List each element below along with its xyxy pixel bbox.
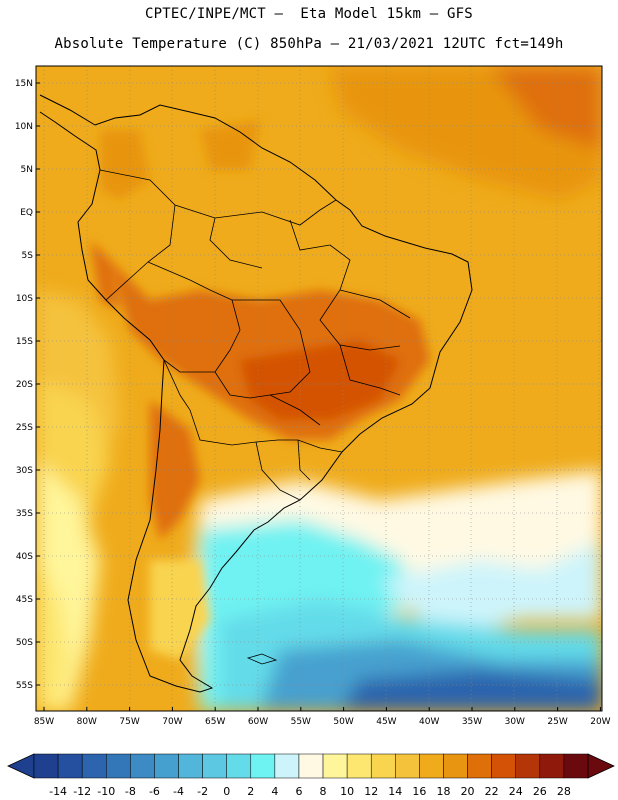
colorbar-swatch xyxy=(467,753,492,779)
lat-tick-label: 25S xyxy=(16,423,33,433)
lon-tick-label: 60W xyxy=(248,717,268,727)
lon-tick-label: 40W xyxy=(419,717,439,727)
colorbar-label: -10 xyxy=(97,785,115,798)
colorbar-swatch xyxy=(250,753,276,779)
coastline xyxy=(39,94,473,693)
lon-tick-label: 70W xyxy=(162,717,182,727)
colorbar-label: -12 xyxy=(73,785,91,798)
lat-tick-label: 30S xyxy=(16,466,33,476)
lon-tick-label: 80W xyxy=(77,717,97,727)
lon-tick-label: 20W xyxy=(590,717,610,727)
colorbar-swatch xyxy=(57,753,83,779)
colorbar-label: 24 xyxy=(509,785,523,798)
colorbar: -14 -12 -10 -8 -6 -4 -2 0 2 4 6 8 10 12 14 16 18 20 22 24 26… xyxy=(7,753,615,798)
colorbar-label: 14 xyxy=(388,785,402,798)
lat-tick-label: 40S xyxy=(16,552,33,562)
lat-tick-label: 35S xyxy=(16,509,33,519)
lon-tick-label: 65W xyxy=(205,717,225,727)
map-title: CPTEC/INPE/MCT – Eta Model 15km – GFS xyxy=(145,6,473,22)
latitude-axis: 15N 10N 5N EQ 5S 10S 15S 20S 25S 30S 35S 40S 45S 50S 5… xyxy=(15,79,40,691)
lat-tick-label: 10S xyxy=(16,294,33,304)
colorbar-label: 20 xyxy=(461,785,475,798)
colorbar-swatch xyxy=(515,753,541,779)
lon-tick-label: 45W xyxy=(376,717,396,727)
colorbar-label: -4 xyxy=(173,785,184,798)
colorbar-swatch xyxy=(81,753,107,779)
colorbar-label: -6 xyxy=(149,785,160,798)
colorbar-arrow-low xyxy=(7,753,35,779)
colorbar-arrow-high xyxy=(587,753,615,779)
lat-tick-label: 20S xyxy=(16,380,33,390)
lon-tick-label: 30W xyxy=(505,717,525,727)
colorbar-swatch xyxy=(106,753,131,779)
colorbar-swatch xyxy=(298,753,324,779)
lat-tick-label: 45S xyxy=(16,595,33,605)
colorbar-label: 2 xyxy=(247,785,254,798)
country-borders xyxy=(99,169,411,501)
colorbar-label: 8 xyxy=(320,785,327,798)
colorbar-swatch xyxy=(154,753,179,779)
lon-tick-label: 25W xyxy=(547,717,567,727)
lat-tick-label: 55S xyxy=(16,681,33,691)
colorbar-label: 0 xyxy=(223,785,230,798)
lon-tick-label: 75W xyxy=(119,717,139,727)
colorbar-swatch xyxy=(202,753,227,779)
lat-tick-label: 15N xyxy=(15,79,33,89)
colorbar-swatch xyxy=(33,753,59,779)
colorbar-swatch xyxy=(539,753,565,779)
colorbar-swatch xyxy=(346,753,372,779)
lat-tick-label: 15S xyxy=(16,337,33,347)
temperature-field xyxy=(36,66,602,711)
lon-tick-label: 55W xyxy=(291,717,311,727)
colorbar-swatch xyxy=(370,753,396,779)
colorbar-swatch xyxy=(563,753,589,779)
lon-tick-label: 85W xyxy=(34,717,54,727)
colorbar-swatch xyxy=(322,753,348,779)
map-frame xyxy=(35,65,603,712)
colorbar-label: -8 xyxy=(125,785,136,798)
colorbar-label: 6 xyxy=(295,785,302,798)
lon-tick-label: 50W xyxy=(333,717,353,727)
colorbar-label: 26 xyxy=(533,785,547,798)
colorbar-label: -14 xyxy=(49,785,67,798)
colorbar-swatch xyxy=(419,753,444,779)
colorbar-swatch xyxy=(443,753,468,779)
map-subtitle: Absolute Temperature (C) 850hPa – 21/03/… xyxy=(54,36,564,52)
colorbar-swatch xyxy=(178,753,203,779)
lat-tick-label: EQ xyxy=(20,208,33,218)
colorbar-label: 4 xyxy=(271,785,278,798)
colorbar-swatch xyxy=(491,753,516,779)
lat-tick-label: 10N xyxy=(15,122,33,132)
colorbar-label: 28 xyxy=(557,785,571,798)
colorbar-label: 22 xyxy=(485,785,499,798)
lon-tick-label: 35W xyxy=(462,717,482,727)
colorbar-label: 18 xyxy=(436,785,450,798)
colorbar-label: 10 xyxy=(340,785,354,798)
lat-tick-label: 5S xyxy=(22,251,34,261)
lat-tick-label: 5N xyxy=(21,165,33,175)
colorbar-swatch xyxy=(130,753,155,779)
colorbar-swatch xyxy=(226,753,252,779)
colorbar-label: 16 xyxy=(412,785,426,798)
lat-tick-label: 50S xyxy=(16,638,33,648)
colorbar-label: 12 xyxy=(364,785,378,798)
colorbar-label: -2 xyxy=(197,785,208,798)
colorbar-swatch xyxy=(274,753,300,779)
colorbar-swatch xyxy=(395,753,420,779)
longitude-axis: 85W 80W 75W 70W 65W 60W 55W 50W 45W 40W 35W 30W 25W 2… xyxy=(34,707,611,727)
